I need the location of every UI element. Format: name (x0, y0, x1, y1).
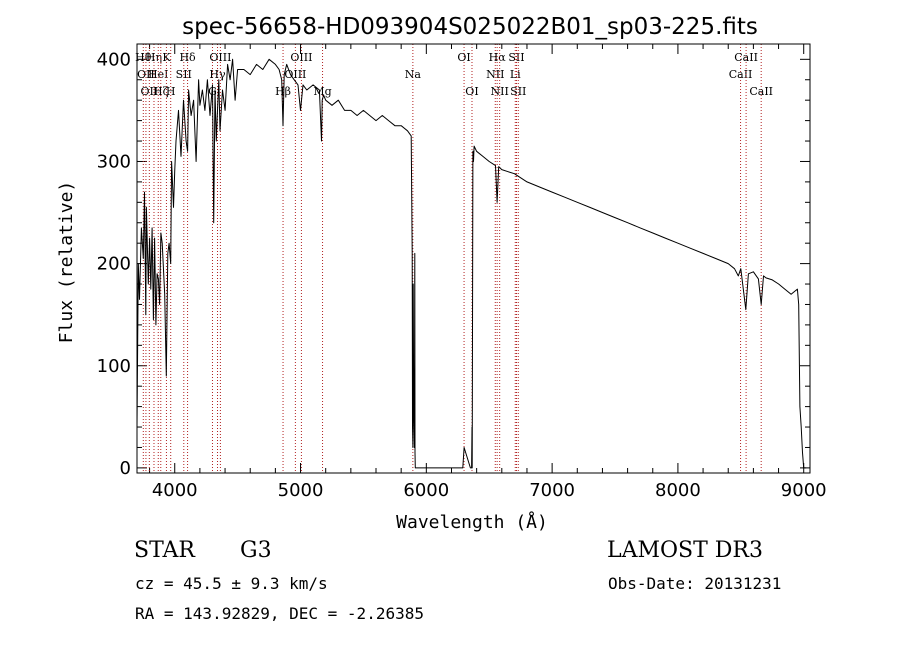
line-marker-label: SII (510, 85, 526, 98)
x-tick-label: 7000 (529, 480, 575, 501)
y-tick-label: 400 (97, 49, 131, 70)
y-tick-label: 100 (97, 356, 131, 377)
y-tick-label: 0 (120, 458, 131, 479)
line-marker-label: Hβ (275, 85, 291, 98)
line-marker-label: CaII (734, 51, 758, 64)
line-marker-label: Hδ (179, 51, 196, 64)
line-marker-label: HeI (148, 68, 168, 81)
x-tick-label: 6000 (403, 480, 449, 501)
redshift-text: cz = 45.5 ± 9.3 km/s (135, 574, 328, 593)
line-marker-label: Na (405, 68, 422, 81)
x-tick-label: 8000 (655, 480, 701, 501)
obs-date: Obs-Date: 20131231 (608, 574, 782, 593)
x-tick-label: 5000 (278, 480, 324, 501)
line-marker-label: Hα (489, 51, 507, 64)
line-marker-label: OIII (290, 51, 312, 64)
line-marker-label: Hη (146, 51, 162, 64)
line-marker-label: Hζ (153, 85, 169, 98)
line-marker-label: NII (491, 85, 509, 98)
line-marker-label: SII (508, 51, 524, 64)
spectrum-line (136, 58, 807, 469)
object-subclass: G3 (240, 538, 272, 563)
line-marker-label: Hθ (135, 51, 152, 64)
coordinates: RA = 143.92829, DEC = -2.26385 (135, 604, 424, 623)
line-marker-label: OIII (284, 68, 306, 81)
line-marker-label: OII (137, 68, 155, 81)
line-marker-label: Li (510, 68, 521, 81)
survey-name: LAMOST DR3 (607, 538, 763, 563)
line-marker-label: OI (457, 51, 470, 64)
line-marker-label: OII (140, 85, 158, 98)
chart-title: spec-56658-HD093904S025022B01_sp03-225.f… (182, 14, 758, 40)
y-axis-label: Flux (relative) (56, 181, 77, 344)
y-tick-label: 200 (97, 254, 131, 275)
line-marker-label: OI (465, 85, 478, 98)
object-class: STAR (134, 538, 195, 563)
x-tick-label: 9000 (781, 480, 827, 501)
plot-frame (136, 43, 811, 474)
line-marker-label: Hγ (209, 68, 226, 81)
line-marker-label: CaII (749, 85, 773, 98)
y-tick-label: 300 (97, 151, 131, 172)
x-tick-label: 4000 (152, 480, 198, 501)
x-axis-label: Wavelength (Å) (396, 511, 548, 533)
line-marker-label: CaII (729, 68, 753, 81)
line-marker-label: OIII (209, 51, 231, 64)
line-marker-label: SII (176, 68, 192, 81)
line-marker-label: H (166, 85, 176, 98)
line-marker-label: K (162, 51, 171, 64)
spectrum-chart: spec-56658-HD093904S025022B01_sp03-225.f… (56, 14, 827, 533)
line-marker-label: NII (486, 68, 504, 81)
